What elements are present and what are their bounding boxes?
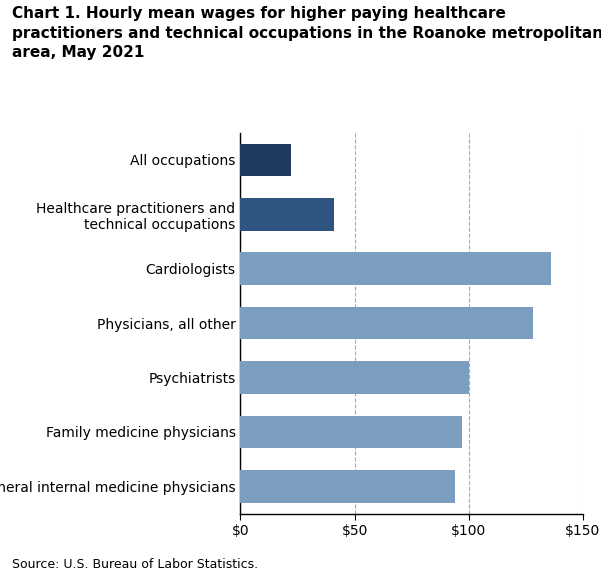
Bar [240,470,455,503]
Text: Chart 1. Hourly mean wages for higher paying healthcare
practitioners and techni: Chart 1. Hourly mean wages for higher pa… [12,6,601,61]
Text: Source: U.S. Bureau of Labor Statistics.: Source: U.S. Bureau of Labor Statistics. [12,558,258,571]
Bar [240,198,334,231]
Bar [240,415,462,448]
Bar [240,307,532,339]
Bar [240,144,291,176]
Bar [240,361,469,394]
Bar [240,252,551,285]
